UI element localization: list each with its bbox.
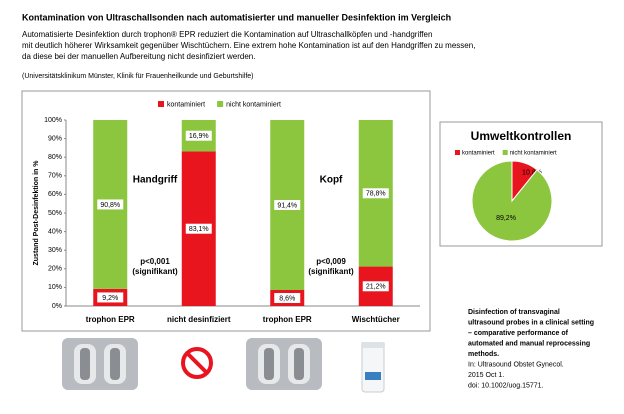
reference-line: Disinfection of transvaginal	[468, 309, 560, 316]
reference-line: In: Ultrasound Obstet Gynecol.	[468, 361, 564, 368]
annotation: Kopf	[320, 175, 343, 186]
paragraph-line: Automatisierte Desinfektion durch tropho…	[22, 30, 432, 39]
value-label: 83,1%	[189, 226, 209, 233]
value-label: 89,2%	[496, 215, 516, 222]
pie-title: Umweltkontrollen	[471, 129, 572, 143]
wipes-image	[361, 342, 385, 393]
pie-frame	[439, 121, 603, 247]
legend-swatch	[455, 150, 460, 155]
legend-label: nicht kontaminiert	[510, 151, 557, 157]
value-label: 90,8%	[100, 202, 120, 209]
legend-swatch	[502, 150, 508, 155]
legend-label: kontaminiert	[167, 101, 205, 108]
label-box	[274, 293, 301, 304]
x-tick-label: trophon EPR	[86, 315, 135, 324]
y-tick-label: 0%	[52, 303, 62, 310]
y-tick-label: 80%	[48, 154, 62, 161]
value-label: 8,6%	[279, 295, 295, 302]
value-label: 91,4%	[277, 202, 297, 209]
reference-line: 2015 Oct 1.	[468, 372, 504, 379]
legend-label: kontaminiert	[462, 151, 495, 157]
label-box	[362, 188, 389, 199]
annotation: (signifikant)	[132, 267, 178, 276]
y-tick-label: 50%	[48, 210, 62, 217]
label-box	[97, 199, 124, 210]
x-tick-label: Wischtücher	[352, 315, 400, 324]
legend-label: nicht kontaminiert	[226, 101, 281, 108]
no-sign	[181, 347, 213, 379]
y-tick-label: 90%	[48, 135, 62, 142]
paragraph-line: mit deutlich höherer Wirksamkeit gegenüb…	[22, 41, 475, 50]
y-tick-label: 100%	[44, 117, 62, 124]
annotation: p<0,001	[140, 257, 170, 266]
value-label: 21,2%	[366, 284, 386, 291]
y-tick-label: 20%	[48, 266, 62, 273]
legend-swatch	[158, 101, 164, 107]
reference-line: ultrasound probes in a clinical setting	[468, 319, 594, 326]
x-tick-label: nicht desinfiziert	[167, 315, 231, 324]
source: (Universitätsklinikum Münster, Klinik fü…	[22, 73, 254, 80]
y-tick-label: 30%	[48, 247, 62, 254]
value-label: 9,2%	[102, 295, 118, 302]
title: Kontamination von Ultraschallsonden nach…	[22, 12, 451, 22]
y-tick-label: 60%	[48, 191, 62, 198]
label-box	[274, 200, 301, 211]
y-tick-label: 40%	[48, 228, 62, 235]
annotation: (signifikant)	[308, 267, 354, 276]
annotation: Handgriff	[133, 175, 178, 186]
label-box	[185, 130, 212, 141]
paragraph-line: da diese bei der manuellen Aufbereitung …	[22, 52, 255, 61]
value-label: 78,8%	[366, 191, 386, 198]
y-tick-label: 70%	[48, 173, 62, 180]
label-box	[97, 292, 124, 303]
label-box	[362, 281, 389, 292]
legend-swatch	[217, 101, 224, 107]
y-tick-label: 10%	[48, 284, 62, 291]
value-label: 16,9%	[189, 133, 209, 140]
x-tick-label: trophon EPR	[263, 315, 312, 324]
pie-slice	[471, 160, 553, 242]
reference-line: automated and manual reprocessing	[468, 340, 590, 347]
label-box	[185, 223, 212, 234]
value-label: 10,8%	[522, 170, 542, 177]
reference-line: methods.	[468, 351, 499, 358]
reference-line: doi: 10.1002/uog.15771.	[468, 382, 544, 389]
y-axis-label: Zustand Post-Desinfektion in %	[33, 160, 40, 266]
chart-frame	[21, 90, 431, 332]
probe-image	[62, 338, 138, 390]
annotation: p<0,009	[316, 257, 346, 266]
reference-line: – comparative performance of	[468, 330, 569, 337]
probe-image	[246, 338, 322, 390]
